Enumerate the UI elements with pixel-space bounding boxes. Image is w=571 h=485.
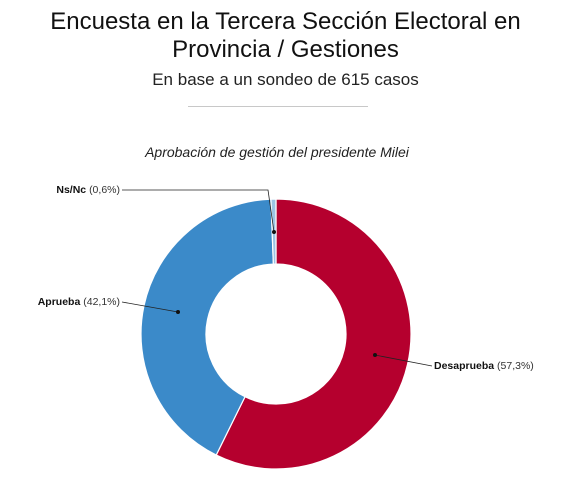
page-title-line-2: Provincia / Gestiones bbox=[172, 36, 399, 63]
label-ns-nc: Ns/Nc (0,6%) bbox=[56, 184, 120, 196]
slice-aprueba bbox=[140, 198, 274, 456]
slice-desaprueba bbox=[215, 198, 412, 470]
leader-dot-aprueba bbox=[176, 310, 180, 314]
leader-line-desaprueba bbox=[374, 354, 433, 367]
page-subtitle: En base a un sondeo de 615 casos bbox=[152, 70, 419, 89]
leader-dot-desaprueba bbox=[373, 353, 377, 357]
leader-line-aprueba bbox=[121, 301, 179, 313]
label-aprueba: Aprueba (42,1%) bbox=[38, 296, 120, 308]
label-desaprueba: Desaprueba (57,3%) bbox=[434, 360, 534, 372]
leader-line-ns-nc bbox=[122, 189, 275, 233]
header-divider bbox=[188, 106, 368, 107]
chart-title: Aprobación de gestión del presidente Mil… bbox=[145, 144, 409, 160]
page-title-line-1: Encuesta en la Tercera Sección Electoral… bbox=[50, 8, 521, 35]
leader-dot-ns-nc bbox=[272, 230, 276, 234]
page-title: Encuesta en la Tercera Sección Electoral… bbox=[0, 8, 571, 64]
